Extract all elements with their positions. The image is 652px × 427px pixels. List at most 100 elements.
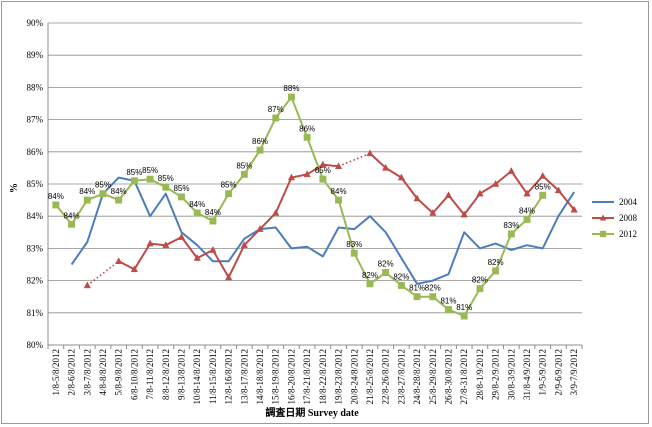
data-label: 84% (48, 192, 64, 201)
x-tick-label: 21/8-25/8/2012 (365, 349, 375, 405)
x-tick-label: 31/8-4/9/2012 (522, 349, 532, 400)
point-marker-2012 (366, 280, 374, 288)
data-label: 83% (346, 240, 362, 249)
data-label: 84% (79, 187, 95, 196)
y-tick-label: 85% (27, 179, 44, 189)
data-label: 84% (331, 187, 347, 196)
point-marker-2008 (554, 186, 563, 194)
legend-marker-2008 (599, 214, 607, 221)
data-label: 83% (503, 221, 519, 230)
data-label: 81% (456, 303, 472, 312)
point-marker-2008 (397, 173, 405, 181)
x-tick-label: 12/8-16/8/2012 (224, 349, 234, 405)
point-marker-2008 (460, 210, 468, 218)
data-label: 84% (519, 206, 535, 215)
data-label: 85% (142, 166, 158, 175)
data-label: 84% (189, 200, 205, 209)
data-label: 85% (95, 181, 111, 190)
x-tick-label: 29/8-2/9/2012 (491, 349, 501, 400)
y-tick-label: 87% (27, 115, 44, 125)
x-tick-label: 9/8-13/8/2012 (177, 349, 187, 400)
x-tick-label: 8/8-12/8/2012 (161, 349, 171, 400)
x-tick-label: 3/9-7/9/2012 (569, 349, 579, 396)
point-marker-2008 (303, 170, 311, 178)
data-label: 85% (173, 184, 189, 193)
point-marker-2012 (476, 285, 484, 293)
data-label: 84% (111, 187, 127, 196)
point-marker-2012 (193, 209, 201, 217)
point-marker-2012 (523, 215, 531, 223)
x-tick-label: 30/8-3/9/2012 (506, 349, 516, 400)
y-tick-label: 88% (27, 82, 44, 92)
point-marker-2012 (68, 220, 76, 228)
point-marker-2012 (115, 196, 123, 204)
gridlines (48, 22, 582, 314)
point-marker-2012 (319, 175, 327, 183)
point-marker-2012 (429, 293, 437, 301)
x-tick-label: 24/8-28/8/2012 (412, 349, 422, 405)
point-marker-2008 (382, 163, 390, 171)
x-tick-label: 2/9-6/9/2012 (553, 349, 563, 396)
x-tick-label: 3/8-7/8/2012 (82, 349, 92, 396)
point-marker-2008 (492, 179, 500, 187)
x-tick-label: 1/8-5/8/2012 (51, 349, 61, 396)
point-marker-2012 (413, 293, 421, 301)
point-marker-2008 (193, 254, 201, 261)
data-label: 85% (158, 174, 174, 183)
series-line-2004 (70, 176, 575, 285)
legend-marker-2012 (599, 230, 607, 238)
data-label: 82% (378, 260, 394, 269)
y-tick-label: 90% (27, 18, 44, 28)
series-line-2008 (369, 152, 575, 216)
legend-label-2012: 2012 (619, 229, 637, 239)
x-tick-label: 16/8-20/8/2012 (286, 349, 296, 405)
data-label: 86% (252, 137, 268, 146)
data-label: 88% (283, 84, 299, 93)
point-marker-2012 (52, 201, 60, 209)
x-tick-label: 4/8-8/8/2012 (98, 349, 108, 396)
series-line-dotted-2008 (338, 152, 371, 168)
data-labels: 84%84%84%85%84%85% 85%85%85%84%84%85%85%8… (48, 84, 551, 312)
point-marker-2008 (366, 149, 374, 157)
point-marker-2012 (209, 217, 217, 225)
x-axis-ticks: 1/8-5/8/2012 2/8-6/8/2012 3/8-7/8/2012 4/8-… (47, 345, 583, 405)
point-marker-2008 (287, 173, 296, 181)
x-tick-label: 26/8-30/8/2012 (444, 349, 454, 405)
point-marker-2008 (83, 281, 91, 289)
x-tick-label: 23/8-27/8/2012 (396, 349, 406, 405)
legend-label-2008: 2008 (619, 213, 638, 223)
point-marker-2008 (429, 208, 437, 216)
data-label: 82% (472, 276, 488, 285)
point-marker-2008 (209, 245, 217, 253)
point-marker-2008 (240, 241, 248, 248)
data-label: 85% (221, 181, 237, 190)
x-tick-label: 2/8-6/8/2012 (67, 349, 77, 396)
point-marker-2012 (335, 196, 343, 204)
x-tick-label: 20/8-24/8/2012 (349, 349, 359, 405)
data-label: 82% (362, 271, 378, 280)
data-label: 84% (205, 208, 221, 217)
point-marker-2008 (146, 239, 154, 247)
point-marker-2012 (225, 190, 233, 198)
data-label: 85% (315, 166, 331, 175)
point-marker-2008 (177, 233, 186, 240)
point-marker-2008 (507, 167, 515, 174)
y-tick-label: 80% (27, 340, 44, 350)
point-marker-2012 (287, 93, 295, 101)
legend-label-2004: 2004 (619, 197, 638, 207)
point-marker-2012 (445, 306, 452, 314)
point-marker-2012 (492, 267, 500, 275)
point-marker-2008 (523, 189, 531, 197)
x-tick-label: 14/8-18/8/2012 (255, 349, 265, 405)
data-label: 81% (440, 297, 456, 306)
point-marker-2012 (460, 312, 468, 320)
y-tick-label: 82% (27, 276, 44, 286)
point-marker-2012 (539, 191, 547, 199)
point-marker-2012 (240, 170, 248, 178)
x-tick-label: 17/8-21/8/2012 (302, 349, 312, 405)
point-marker-2008 (319, 160, 327, 168)
point-marker-2012 (178, 193, 185, 201)
point-marker-2008 (476, 189, 484, 197)
